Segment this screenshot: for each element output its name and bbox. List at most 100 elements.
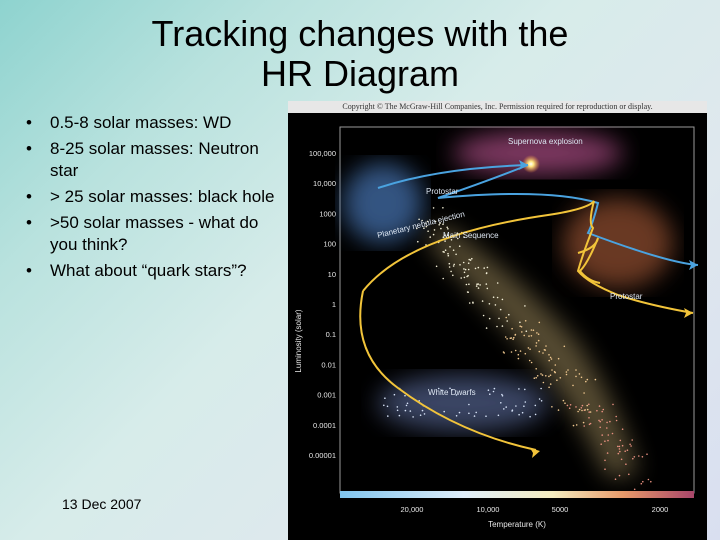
star-dot <box>604 468 606 471</box>
star-dot <box>530 361 533 364</box>
star-dot <box>646 453 648 456</box>
star-dot <box>548 375 550 378</box>
arrow-icon <box>684 308 693 318</box>
star-dot <box>435 265 438 268</box>
star-dot <box>548 354 550 356</box>
yellow-track-loop <box>577 237 601 284</box>
star-dot <box>618 474 621 477</box>
star-dot <box>486 287 489 290</box>
star-dot <box>606 427 608 429</box>
star-dot <box>535 376 537 379</box>
star-dot <box>565 371 568 373</box>
star-dot <box>497 414 500 417</box>
evolution-tracks <box>359 164 699 451</box>
star-dot <box>528 335 530 337</box>
star-dot <box>485 283 488 285</box>
star-dot <box>466 275 468 278</box>
star-dot <box>541 374 544 376</box>
star-dot <box>463 236 465 238</box>
star-dot <box>564 402 566 405</box>
star-dot <box>505 316 507 319</box>
star-dot <box>521 411 524 414</box>
star-dot <box>477 266 480 269</box>
star-dot <box>467 262 470 264</box>
star-dot <box>563 345 566 348</box>
star-dot <box>551 406 553 408</box>
star-dot <box>383 404 385 407</box>
star-dot <box>434 220 437 223</box>
star-dot <box>598 419 600 422</box>
star-dot <box>615 415 617 418</box>
star-dot <box>455 415 458 417</box>
supernova-burst <box>522 155 540 173</box>
bullet-text: >50 solar masses - what do you think? <box>50 213 259 254</box>
bullet-text: 0.5-8 solar masses: WD <box>50 113 232 132</box>
star-dot <box>469 259 472 261</box>
star-dot <box>604 440 606 443</box>
star-dot <box>447 228 449 230</box>
star-dot <box>421 409 424 412</box>
star-dot <box>581 404 584 407</box>
blue-track-main <box>437 164 699 266</box>
star-dot <box>416 227 418 230</box>
star-dot <box>468 412 470 415</box>
star-dot <box>626 449 629 452</box>
star-dot <box>496 325 498 328</box>
star-dot <box>631 439 633 441</box>
star-dot <box>429 236 431 238</box>
y-tick-label: 0.001 <box>317 391 336 400</box>
x-axis-label: Temperature (K) <box>488 520 546 529</box>
star-dot <box>589 422 592 425</box>
white-dwarf-region <box>378 375 548 431</box>
star-dot <box>404 394 406 397</box>
star-dot <box>468 283 470 285</box>
star-dot <box>621 428 624 431</box>
star-dot <box>620 458 623 461</box>
y-tick-label: 100 <box>323 240 336 249</box>
star-dot <box>386 405 389 408</box>
star-dot <box>589 411 592 413</box>
star-dot <box>535 345 537 347</box>
footer-date: 13 Dec 2007 <box>62 496 142 512</box>
star-dot <box>550 358 553 360</box>
supergiant-region <box>453 131 623 175</box>
star-dot <box>572 424 575 427</box>
star-dot <box>520 326 523 328</box>
y-tick-label: 0.00001 <box>309 451 336 460</box>
star-dot <box>477 287 480 289</box>
star-dot <box>615 419 618 422</box>
bullet-text: > 25 solar masses: black hole <box>50 187 275 206</box>
star-dot <box>425 225 428 228</box>
star-dot <box>619 439 622 442</box>
star-dot <box>488 303 491 305</box>
star-dot <box>442 277 444 280</box>
star-dot <box>448 262 451 265</box>
star-dot <box>540 387 542 390</box>
star-dot <box>545 345 547 347</box>
star-dot <box>517 353 520 356</box>
x-axis-ticks: 20,000 10,000 5000 2000 <box>401 505 669 514</box>
star-dot <box>524 401 527 403</box>
yellow-track-main <box>362 200 694 314</box>
star-dot <box>451 389 453 391</box>
star-dot <box>600 443 602 446</box>
star-dot <box>485 415 487 418</box>
star-dot <box>641 456 644 458</box>
star-dot <box>452 274 454 277</box>
star-dot <box>482 314 485 317</box>
star-dot <box>588 411 590 413</box>
star-dot <box>502 351 505 353</box>
star-dot <box>538 350 541 353</box>
star-dot <box>519 325 521 327</box>
star-dot <box>481 300 484 302</box>
star-dot <box>421 219 423 222</box>
star-dot <box>468 302 471 304</box>
star-dot <box>535 342 538 344</box>
slide-title: Tracking changes with the HR Diagram <box>0 14 720 94</box>
star-dot <box>504 336 507 338</box>
star-dot <box>501 325 504 327</box>
star-dot <box>405 404 408 407</box>
star-dot <box>588 423 591 426</box>
star-dot <box>523 334 525 337</box>
slide-title-line2: HR Diagram <box>260 53 460 94</box>
